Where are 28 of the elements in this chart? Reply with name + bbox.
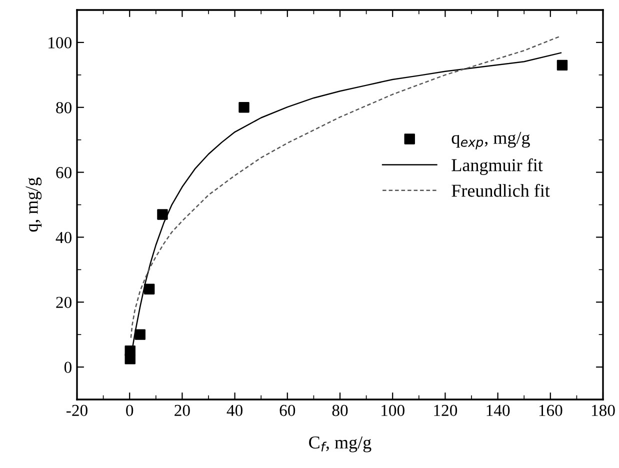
y-tick-label: 0 xyxy=(64,362,72,373)
x-tick-label: -20 xyxy=(66,404,88,416)
legend-label: Freundlich fit xyxy=(452,184,550,197)
y-tick-label: 60 xyxy=(56,166,72,178)
y-tick-label: 100 xyxy=(48,37,72,48)
legend-label: q$_{exp}$, mg/g xyxy=(452,132,530,150)
x-tick-label: 60 xyxy=(280,404,296,416)
x-tick-label: 0 xyxy=(126,404,134,416)
x-tick-label: 40 xyxy=(226,404,242,416)
x-tick-label: 100 xyxy=(382,404,404,416)
x-axis-title: C$_{f}$, mg/g xyxy=(309,436,372,452)
x-tick-label: 120 xyxy=(434,404,458,416)
point xyxy=(124,345,136,356)
point xyxy=(238,102,250,113)
y-tick-label: 40 xyxy=(56,232,72,244)
point xyxy=(144,284,155,294)
point xyxy=(134,329,146,340)
y-axis-title: q, mg/g xyxy=(26,178,42,232)
y-tick-label: 80 xyxy=(56,102,72,114)
x-tick-label: 20 xyxy=(174,404,190,416)
x-tick-label: 80 xyxy=(332,404,348,416)
point xyxy=(157,209,168,220)
x-tick-label: 180 xyxy=(592,404,615,416)
legend-label: Langmuir fit xyxy=(452,158,543,175)
y-tick-label: 20 xyxy=(56,296,72,308)
x-tick-label: 160 xyxy=(539,404,562,416)
point xyxy=(556,60,568,71)
x-tick-label: 140 xyxy=(486,404,510,416)
